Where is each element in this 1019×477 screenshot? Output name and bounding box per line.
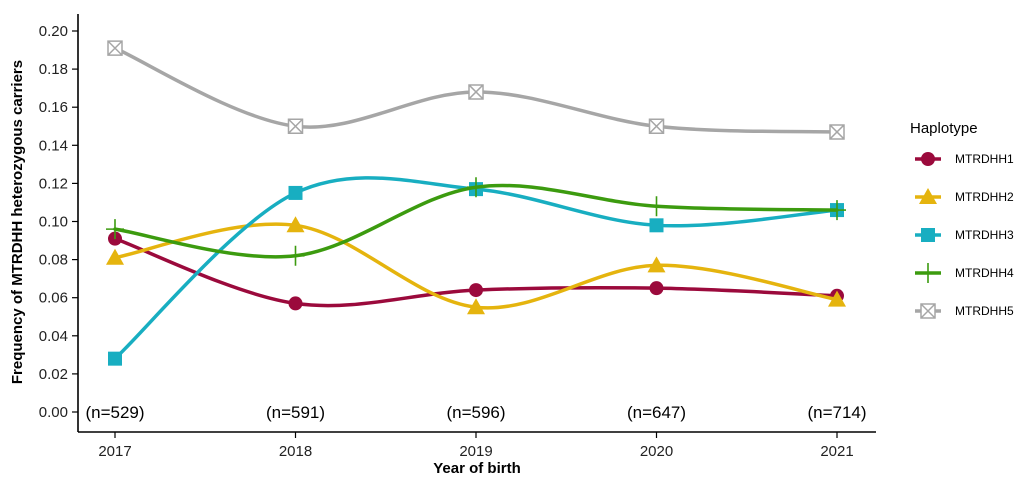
y-tick-label: 0.04	[39, 328, 68, 345]
data-point-triangle	[647, 256, 666, 273]
data-point-plus	[467, 177, 485, 198]
data-point-circle	[649, 281, 664, 296]
legend: Haplotype MTRDHH1 MTRDHH2 MTRDHH3 MTRDHH4 MT…	[910, 120, 1014, 319]
data-point-square	[649, 218, 664, 233]
legend-label: MTRDHH5	[955, 304, 1014, 318]
x-tick-label: 2021	[820, 443, 853, 460]
sample-size-label: (n=714)	[807, 403, 866, 422]
legend-item: MTRDHH1	[915, 152, 1014, 166]
data-point-circle	[288, 296, 303, 311]
legend-marker	[920, 303, 936, 319]
x-tick-label: 2017	[98, 443, 131, 460]
data-point-boxcross	[107, 40, 123, 56]
data-point-plus	[828, 200, 846, 221]
y-tick-label: 0.08	[39, 252, 68, 269]
plot-area	[106, 40, 846, 366]
y-tick-label: 0.10	[39, 214, 68, 231]
y-tick-label: 0.06	[39, 290, 68, 307]
series-mtrdhh4	[106, 177, 846, 266]
data-point-square	[288, 185, 303, 200]
data-point-boxcross	[287, 118, 304, 134]
y-tick-label: 0.12	[39, 175, 68, 192]
sample-size-labels: (n=529) (n=591) (n=596) (n=647) (n=714)	[85, 403, 866, 422]
data-point-plus	[647, 196, 666, 217]
legend-label: MTRDHH3	[955, 228, 1014, 242]
data-point-circle	[469, 283, 483, 298]
data-point-triangle	[828, 290, 846, 307]
series-mtrdhh3	[108, 176, 844, 366]
sample-size-label: (n=647)	[627, 403, 686, 422]
data-point-triangle	[286, 216, 305, 233]
sample-size-label: (n=596)	[446, 403, 505, 422]
legend-label: MTRDHH2	[955, 190, 1014, 204]
y-axis-title: Frequency of MTRDHH heterozygous carrier…	[9, 60, 26, 384]
legend-title: Haplotype	[910, 120, 978, 137]
legend-marker	[919, 188, 937, 204]
legend-marker	[921, 228, 935, 242]
y-tick-label: 0.16	[39, 99, 68, 116]
y-tick-label: 0.14	[39, 137, 68, 154]
y-tick-label: 0.02	[39, 366, 68, 383]
x-tick-label: 2018	[279, 443, 312, 460]
data-point-triangle	[106, 248, 124, 265]
x-axis-ticks: 2017 2018 2019 2020 2021	[98, 432, 854, 460]
data-point-triangle	[467, 298, 485, 315]
series-mtrdhh5	[107, 40, 845, 140]
x-tick-label: 2020	[640, 443, 673, 460]
data-point-boxcross	[829, 124, 845, 140]
data-point-square	[108, 351, 122, 366]
data-point-plus	[106, 219, 124, 240]
legend-item: MTRDHH2	[915, 188, 1014, 204]
y-tick-label: 0.18	[39, 61, 68, 78]
data-point-plus	[286, 245, 305, 266]
data-point-boxcross	[468, 84, 484, 100]
legend-marker	[921, 152, 935, 166]
y-tick-label: 0.20	[39, 23, 68, 40]
y-tick-label: 0.00	[39, 404, 68, 421]
sample-size-label: (n=529)	[85, 403, 144, 422]
x-tick-label: 2019	[459, 443, 492, 460]
legend-marker	[919, 263, 937, 283]
series-mtrdhh2	[106, 216, 846, 315]
sample-size-label: (n=591)	[266, 403, 325, 422]
legend-label: MTRDHH1	[955, 152, 1014, 166]
legend-label: MTRDHH4	[955, 266, 1014, 280]
legend-item: MTRDHH3	[915, 228, 1014, 242]
data-point-boxcross	[648, 118, 665, 134]
y-axis-ticks: 0.00 0.02 0.04 0.06 0.08 0.10 0.12 0.14 0.16 0.18…	[39, 23, 78, 421]
legend-item: MTRDHH5	[915, 303, 1014, 319]
legend-item: MTRDHH4	[915, 263, 1014, 283]
x-axis-title: Year of birth	[433, 460, 521, 477]
series-line	[113, 176, 839, 361]
